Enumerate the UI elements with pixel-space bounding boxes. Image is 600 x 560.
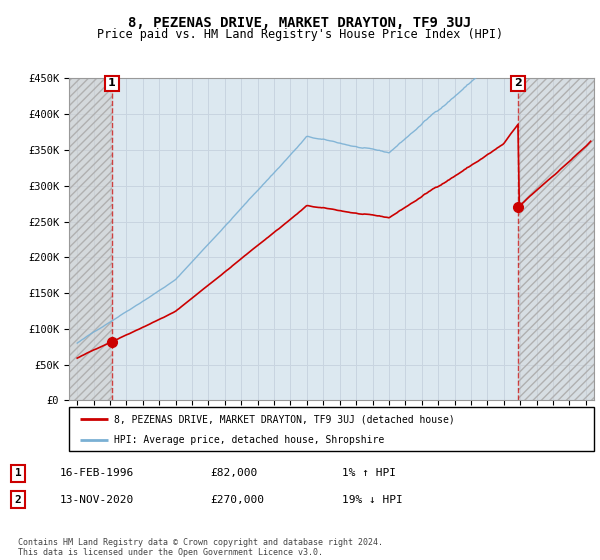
Bar	[518, 78, 594, 400]
Text: 13-NOV-2020: 13-NOV-2020	[60, 494, 134, 505]
Text: £82,000: £82,000	[210, 468, 257, 478]
Bar	[518, 78, 594, 400]
Text: 2: 2	[514, 78, 522, 88]
Bar	[69, 78, 112, 400]
Bar	[69, 78, 112, 400]
Text: 8, PEZENAS DRIVE, MARKET DRAYTON, TF9 3UJ: 8, PEZENAS DRIVE, MARKET DRAYTON, TF9 3U…	[128, 16, 472, 30]
Text: 2: 2	[14, 494, 22, 505]
Text: £270,000: £270,000	[210, 494, 264, 505]
Text: 1: 1	[108, 78, 116, 88]
Text: HPI: Average price, detached house, Shropshire: HPI: Average price, detached house, Shro…	[113, 435, 384, 445]
Text: Price paid vs. HM Land Registry's House Price Index (HPI): Price paid vs. HM Land Registry's House …	[97, 28, 503, 41]
Text: 1% ↑ HPI: 1% ↑ HPI	[342, 468, 396, 478]
Text: 19% ↓ HPI: 19% ↓ HPI	[342, 494, 403, 505]
Text: 1: 1	[14, 468, 22, 478]
Text: Contains HM Land Registry data © Crown copyright and database right 2024.
This d: Contains HM Land Registry data © Crown c…	[18, 538, 383, 557]
Text: 16-FEB-1996: 16-FEB-1996	[60, 468, 134, 478]
Text: 8, PEZENAS DRIVE, MARKET DRAYTON, TF9 3UJ (detached house): 8, PEZENAS DRIVE, MARKET DRAYTON, TF9 3U…	[113, 414, 454, 424]
